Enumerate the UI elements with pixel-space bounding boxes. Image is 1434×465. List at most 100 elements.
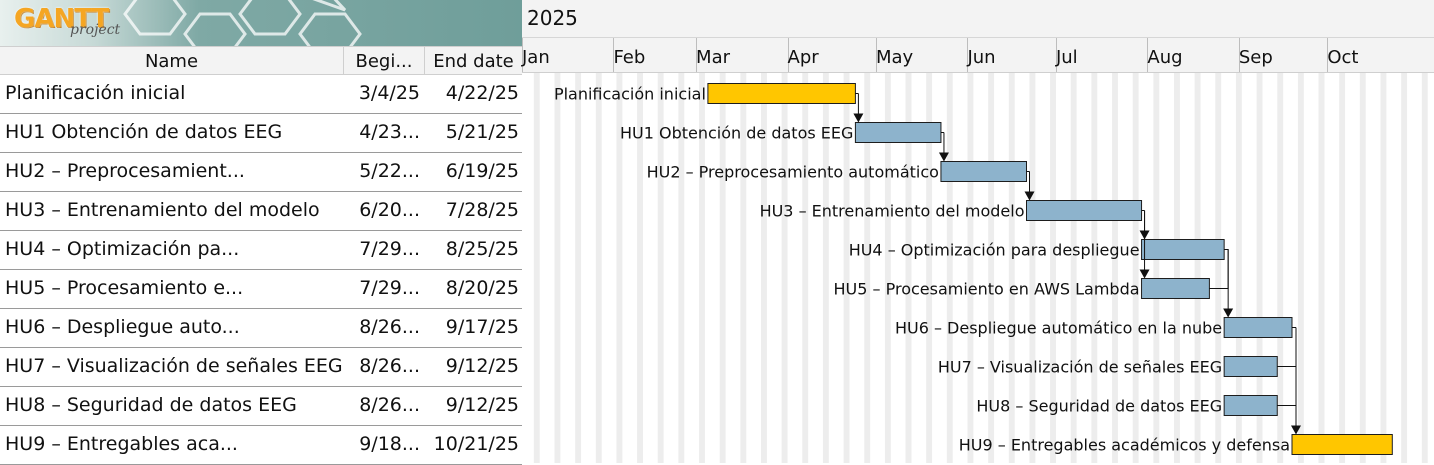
table-row[interactable]: HU9 – Entregables aca... 9/18... 10/21/25 [0,425,522,465]
weekend-stripe [1359,73,1366,463]
task-name: HU1 Obtención de datos EEG [5,121,283,143]
weekend-stripe [988,73,995,463]
weekend-stripe [822,73,829,463]
weekend-stripe [1401,73,1408,463]
column-divider[interactable] [424,47,425,74]
weekend-stripe [802,73,809,463]
month-tick [1327,38,1329,72]
task-begin: 7/29... [359,277,420,299]
month-tick [1055,38,1057,72]
task-end: 9/12/25 [445,355,519,377]
weekend-stripe [1235,73,1242,463]
month-tick [613,38,615,72]
task-end: 5/21/25 [445,121,519,143]
task-name: HU3 – Entrenamiento del modelo [5,199,320,221]
month-tick [876,38,877,72]
task-begin: 6/20... [359,199,420,221]
weekend-stripe [719,73,726,463]
task-bar-label: HU8 – Seguridad de datos EEG [976,397,1222,416]
weekend-stripe [761,73,767,463]
hexagon-pattern-icon [123,0,362,46]
weekend-stripe [1256,73,1263,463]
task-begin: 3/4/25 [358,82,420,104]
task-name: Planificación inicial [5,82,186,104]
task-bar[interactable] [707,83,856,104]
column-divider[interactable] [343,47,344,74]
task-bar[interactable] [1141,239,1225,260]
app-logo: GANTT project [0,0,522,46]
month-label: Jul [1055,47,1078,68]
task-begin: 5/22... [359,160,420,182]
weekend-stripe [1132,73,1139,463]
logo-subtext: project [70,22,121,38]
task-bar[interactable] [1223,317,1293,338]
table-row[interactable]: HU8 – Seguridad de datos EEG 8/26... 9/12/… [0,386,522,426]
task-begin: 9/18... [359,433,420,455]
column-header-name[interactable]: Name [144,51,199,72]
task-end: 9/17/25 [445,316,519,338]
column-header-end[interactable]: End date [433,51,514,72]
task-bar[interactable] [854,122,942,143]
task-bar-label: HU5 – Procesamiento en AWS Lambda [834,280,1140,299]
year-header: 2025 [522,0,1434,38]
table-row[interactable]: HU1 Obtención de datos EEG 4/23... 5/21/25 [0,113,522,153]
weekend-stripe [1318,73,1325,463]
task-begin: 8/26... [359,355,420,377]
table-row[interactable]: HU2 – Preprocesamient... 5/22... 6/19/25 [0,152,522,192]
weekend-stripe [616,73,623,463]
task-name: HU5 – Procesamiento e... [5,277,244,299]
task-bar[interactable] [1223,395,1278,416]
dependency-arrow-icon [1024,191,1035,201]
task-end: 6/19/25 [445,160,519,182]
month-tick [1238,38,1240,72]
weekend-stripe [637,73,643,463]
weekend-stripe [740,73,747,463]
task-bar[interactable] [1141,278,1210,299]
logo-text: GANTT [14,4,109,34]
task-name: HU8 – Seguridad de datos EEG [5,394,297,416]
task-end: 4/22/25 [445,82,519,104]
month-label: Oct [1327,47,1359,68]
weekend-stripe [657,73,664,463]
task-end: 10/21/25 [433,433,519,455]
gantt-canvas[interactable]: Planificación inicial HU1 Obtención de da… [522,0,1434,463]
weekend-stripe [1153,73,1160,463]
table-row[interactable]: HU3 – Entrenamiento del modelo 6/20... 7/2… [0,191,522,231]
column-header-begin[interactable]: Begi... [355,51,413,72]
table-row[interactable]: HU6 – Despliegue auto... 8/26... 9/17/25 [0,308,522,348]
month-label: Apr [787,47,819,68]
dependency-arrow-icon [1223,308,1234,318]
weekend-stripe [1029,73,1036,463]
table-row[interactable]: HU5 – Procesamiento e... 7/29... 8/20/25 [0,269,522,309]
weekend-stripe [533,73,540,463]
task-bar-label: HU3 – Entrenamiento del modelo [760,202,1025,221]
task-bar[interactable] [940,161,1028,182]
table-row[interactable]: HU4 – Optimización pa... 7/29... 8/25/25 [0,230,522,270]
task-bar[interactable] [1291,434,1393,455]
task-bar-label: HU9 – Entregables académicos y defensa [959,436,1290,455]
dependency-arrow-icon [938,152,949,162]
month-label: Aug [1147,47,1183,68]
month-label: Jan [522,47,550,68]
table-row[interactable]: HU7 – Visualización de señales EEG 8/26..… [0,347,522,387]
gantt-chart: 2025 Jan Feb Mar Apr May Jun Jul Aug Sep Oct Plan… [522,0,1434,463]
month-label: Sep [1238,47,1273,68]
weekend-stripe [1050,73,1056,463]
task-begin: 8/26... [359,394,420,416]
task-bar-label: HU7 – Visualización de señales EEG [938,358,1222,377]
month-tick [787,38,789,72]
task-bar[interactable] [1026,200,1143,221]
task-bar[interactable] [1223,356,1278,377]
year-label: 2025 [527,6,578,30]
task-name: HU4 – Optimización pa... [5,238,240,260]
weekend-stripe [575,73,582,463]
weekend-stripe [1277,73,1284,463]
weekend-stripe [595,73,602,463]
weekend-stripe [1174,73,1180,463]
weekend-stripe [1421,73,1428,463]
table-row[interactable]: Planificación inicial 3/4/25 4/22/25 [0,74,522,114]
weekend-stripe [926,73,933,463]
weekend-stripe [1091,73,1098,463]
month-tick [522,38,523,72]
task-end: 8/25/25 [445,238,519,260]
